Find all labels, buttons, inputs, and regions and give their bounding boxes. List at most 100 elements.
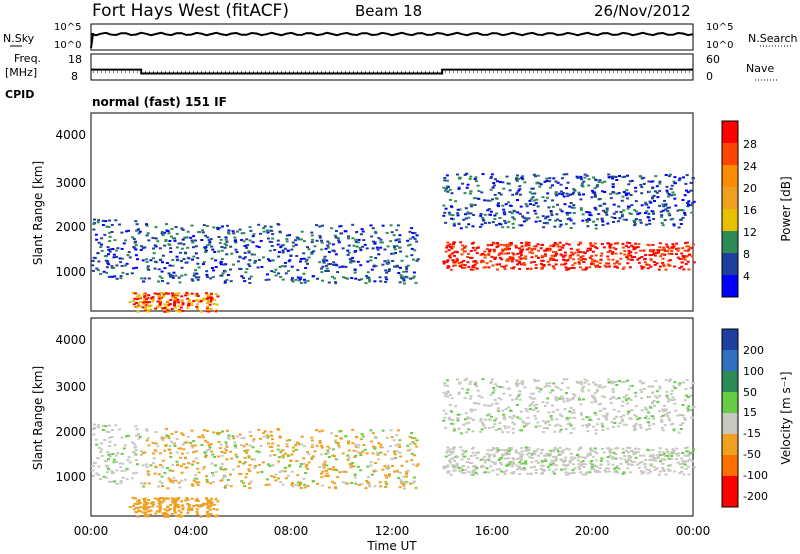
scatter-cell [322,258,326,261]
scatter-cell [558,241,562,244]
scatter-cell [91,260,94,262]
scatter-cell [341,247,345,250]
scatter-cell [187,257,191,260]
scatter-cell [127,229,130,232]
scatter-cell [569,247,573,250]
scatter-cell [594,384,598,387]
scatter-cell [628,242,632,244]
scatter-cell [609,192,613,195]
scatter-cell [377,458,381,461]
scatter-cell [400,277,404,280]
scatter-cell [540,461,544,464]
scatter-cell [154,450,158,453]
scatter-cell [490,460,494,463]
scatter-cell [177,481,181,484]
scatter-cell [158,303,162,306]
scatter-cell [551,389,554,392]
scatter-cell [328,242,332,245]
scatter-cell [246,449,250,452]
scatter-cell [496,409,500,412]
scatter-cell [595,247,599,250]
scatter-cell [202,466,206,469]
scatter-cell [152,452,155,455]
scatter-cell [652,212,655,215]
scatter-cell [381,468,385,471]
scatter-cell [515,385,519,387]
scatter-cell [475,452,479,455]
scatter-cell [205,273,209,276]
scatter-cell [489,418,492,421]
scatter-cell [636,451,640,454]
scatter-cell [631,245,635,248]
scatter-cell [186,230,190,233]
scatter-cell [97,241,101,244]
scatter-cell [499,223,503,226]
scatter-cell [518,390,522,393]
scatter-cell [488,404,492,407]
scatter-cell [145,310,149,313]
scatter-cell [302,272,306,275]
scatter-cell [548,385,552,388]
scatter-cell [671,243,675,246]
scatter-cell [613,265,617,268]
scatter-cell [170,227,174,230]
vel-cb-swatch-8 [722,476,738,507]
scatter-cell [415,240,419,243]
scatter-cell [277,251,281,254]
scatter-cell [192,274,196,277]
scatter-cell [607,176,611,179]
scatter-cell [108,455,112,458]
scatter-cell [207,239,211,242]
scatter-cell [482,424,486,427]
scatter-cell [238,461,242,464]
scatter-cell [218,432,222,434]
scatter-cell [181,504,185,507]
scatter-cell [605,414,609,417]
scatter-cell [613,217,617,219]
scatter-cell [627,410,631,413]
scatter-cell [685,446,689,449]
scatter-cell [509,243,513,246]
scatter-cell [456,419,460,422]
scatter-cell [633,427,637,430]
scatter-cell [534,460,538,463]
scatter-cell [467,216,471,219]
scatter-cell [598,262,602,265]
scatter-cell [537,249,541,252]
scatter-cell [616,447,620,449]
scatter-cell [147,506,151,509]
scatter-cell [464,412,468,415]
scatter-cell [136,433,140,436]
scatter-cell [532,173,536,176]
scatter-cell [687,473,691,476]
scatter-cell [678,209,682,211]
scatter-cell [221,430,224,433]
scatter-cell [466,466,470,469]
scatter-cell [465,172,469,175]
scatter-cell [578,456,582,459]
scatter-cell [667,195,670,198]
scatter-cell [287,269,290,272]
scatter-cell [578,241,582,244]
scatter-cell [556,181,560,184]
scatter-cell [690,416,694,419]
scatter-cell [295,460,299,462]
scatter-cell [522,262,526,264]
scatter-cell [171,294,175,297]
scatter-cell [558,430,562,433]
scatter-cell [603,396,607,398]
scatter-cell [666,206,670,209]
scatter-cell [283,452,287,455]
scatter-cell [132,267,136,270]
scatter-cell [274,479,278,482]
scatter-cell [453,261,457,264]
scatter-cell [563,254,567,257]
scatter-cell [534,175,537,178]
scatter-cell [393,246,396,249]
scatter-cell [588,419,592,421]
scatter-cell [489,188,493,191]
scatter-cell [626,463,630,466]
scatter-cell [376,248,380,251]
scatter-cell [598,470,602,473]
scatter-cell [588,256,592,259]
